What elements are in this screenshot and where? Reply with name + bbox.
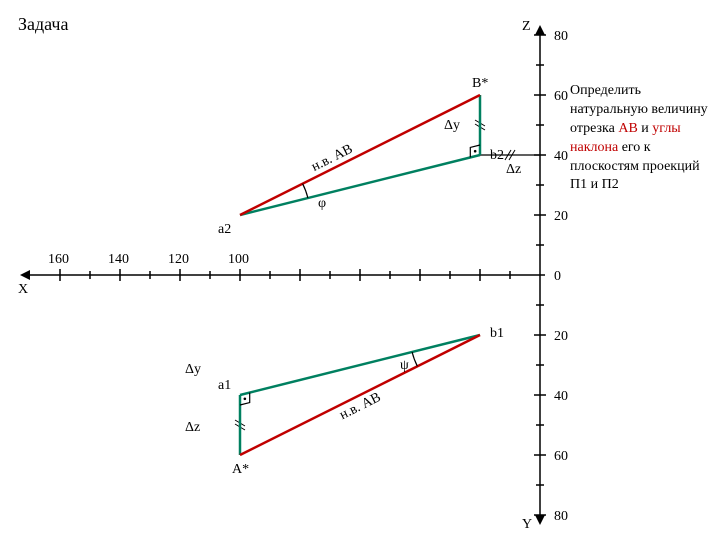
dy-upper-label: Δу [444,118,460,133]
dz-lower-label: Δz [185,420,200,435]
y-axis-label: Y [522,517,532,532]
proj-a2b2 [240,155,480,215]
title: Задача [18,14,68,34]
dy-lower-label: Δу [185,362,201,377]
point-label-Bstar: В* [472,76,488,91]
point-label-a2: а2 [218,222,231,237]
y-tick-label: 20 [554,329,568,344]
nv-upper [240,95,480,215]
point-label-b1: b1 [490,326,504,341]
point-label-Astar: А* [232,462,249,477]
angle-label: ψ [400,358,409,373]
proj-a1b1 [240,335,480,395]
right-angle-dot [474,150,477,153]
angle-label: φ [318,196,326,211]
angle-arc [303,184,308,198]
z-tick-label: 20 [554,209,568,224]
x-tick-label: 100 [228,252,249,267]
z-axis-arrow [535,25,545,35]
x-axis-label: X [18,282,28,297]
z-tick-label: 0 [554,269,561,284]
x-tick-label: 120 [168,252,189,267]
y-tick-label: 60 [554,449,568,464]
y-axis-arrow [535,515,545,525]
x-axis-arrow [20,270,30,280]
y-tick-label: 80 [554,509,568,524]
point-label-a1: а1 [218,378,231,393]
task-text: Определить натуральную величину отрезка … [570,82,710,195]
z-tick-label: 40 [554,149,568,164]
z-tick-label: 60 [554,89,568,104]
y-tick-label: 40 [554,389,568,404]
point-label-b2: b2 [490,148,504,163]
z-tick-label: 80 [554,29,568,44]
z-axis-label: Z [522,19,531,34]
angle-arc [412,352,417,366]
x-tick-label: 160 [48,252,69,267]
nv-lower [240,335,480,455]
right-angle-dot [244,397,247,400]
x-tick-label: 140 [108,252,129,267]
dz-upper-label: Δz [506,162,521,177]
